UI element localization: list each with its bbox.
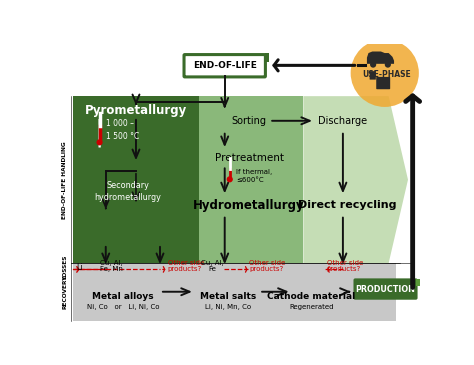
Text: PRODUCTION: PRODUCTION <box>356 285 416 293</box>
Text: Other side: Other side <box>168 260 204 266</box>
Text: Regenerated: Regenerated <box>289 304 333 310</box>
Text: Direct recycling: Direct recycling <box>298 200 397 211</box>
Text: END-OF-LIFE HANDLING: END-OF-LIFE HANDLING <box>62 141 67 219</box>
Polygon shape <box>303 96 408 263</box>
FancyBboxPatch shape <box>376 77 390 89</box>
Text: products?: products? <box>168 266 202 272</box>
Text: products?: products? <box>249 266 283 272</box>
Bar <box>73 96 199 263</box>
Bar <box>264 53 269 62</box>
Text: products?: products? <box>327 266 361 272</box>
Text: Cu, Al,: Cu, Al, <box>201 260 224 266</box>
Text: If thermal,
≤600°C: If thermal, ≤600°C <box>236 169 272 184</box>
Bar <box>416 278 419 287</box>
Text: USE-PHASE: USE-PHASE <box>363 70 411 79</box>
Circle shape <box>351 39 419 107</box>
Text: LOSSES: LOSSES <box>62 255 67 279</box>
Polygon shape <box>367 51 394 64</box>
Text: Cu, Al,: Cu, Al, <box>100 260 123 266</box>
Circle shape <box>227 176 233 182</box>
Text: Pyrometallurgy: Pyrometallurgy <box>85 104 187 117</box>
Text: Cathode material: Cathode material <box>267 292 355 301</box>
Text: RECOVERY: RECOVERY <box>62 275 67 309</box>
Text: Pretreatment: Pretreatment <box>215 153 283 163</box>
Text: Discharge: Discharge <box>319 116 367 126</box>
FancyBboxPatch shape <box>184 55 265 77</box>
Text: Metal salts: Metal salts <box>200 292 256 301</box>
Text: Other side: Other side <box>327 260 363 266</box>
Text: Li: Li <box>76 264 83 272</box>
FancyBboxPatch shape <box>355 280 417 299</box>
Text: 1 000 –
1 500 °C: 1 000 – 1 500 °C <box>106 119 139 141</box>
Bar <box>199 96 303 263</box>
Text: Sorting: Sorting <box>232 116 266 126</box>
Text: Fe, Mn: Fe, Mn <box>100 266 123 272</box>
Text: Secondary
hydrometallurgy: Secondary hydrometallurgy <box>94 181 161 202</box>
Text: |: | <box>95 118 104 147</box>
Text: Ni, Co   or   Li, Ni, Co: Ni, Co or Li, Ni, Co <box>87 304 159 310</box>
Text: Li, Ni, Mn, Co: Li, Ni, Mn, Co <box>205 304 251 310</box>
Text: Hydrometallurgy: Hydrometallurgy <box>193 199 305 212</box>
Circle shape <box>370 62 376 68</box>
Text: Fe: Fe <box>209 266 217 272</box>
Text: Other side: Other side <box>249 260 285 266</box>
Circle shape <box>96 139 103 145</box>
Circle shape <box>385 62 391 68</box>
Text: END-OF-LIFE: END-OF-LIFE <box>193 61 256 70</box>
FancyBboxPatch shape <box>370 71 376 80</box>
Bar <box>73 263 396 321</box>
Text: Metal alloys: Metal alloys <box>92 292 154 301</box>
